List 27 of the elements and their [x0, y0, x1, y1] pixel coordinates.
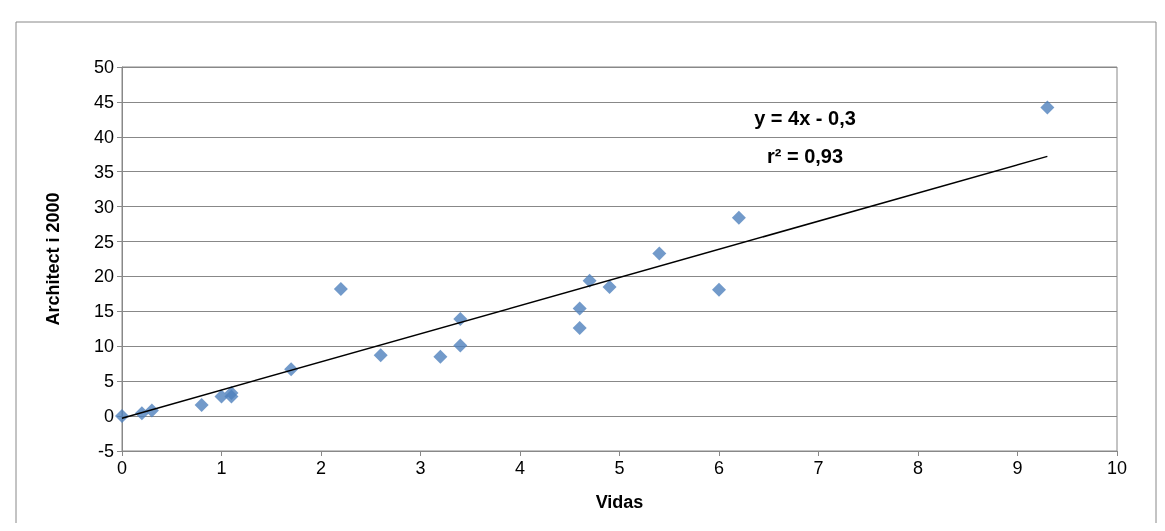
y-tick-label: -5: [97, 441, 114, 461]
y-tick-label: 30: [93, 196, 114, 217]
y-tick-label: 25: [93, 231, 114, 252]
x-tick-label: 1: [216, 458, 227, 478]
annotation: y = 4x - 0,3: [754, 107, 856, 129]
x-tick-label: 3: [415, 458, 426, 478]
y-tick-label: 10: [93, 336, 114, 357]
x-tick-label: 0: [116, 458, 128, 478]
x-tick-label: 4: [514, 458, 526, 478]
x-axis-title: Vidas: [595, 492, 644, 512]
y-tick-label: 45: [93, 91, 114, 112]
y-tick-label: 35: [93, 161, 114, 182]
x-tick-label: 5: [614, 458, 625, 478]
y-tick-label: 50: [93, 57, 114, 77]
x-tick-label: 6: [713, 458, 725, 478]
x-tick-label: 7: [813, 458, 824, 478]
y-axis-title: Architect i 2000: [43, 192, 63, 326]
x-tick-label: 10: [1106, 458, 1128, 478]
y-tick-label: 20: [93, 266, 114, 287]
x-tick-label: 9: [1012, 458, 1023, 478]
y-tick-label: 5: [103, 371, 114, 392]
x-tick-label: 2: [315, 458, 327, 478]
x-tick-label: 8: [912, 458, 924, 478]
y-tick-label: 0: [103, 406, 114, 427]
y-tick-label: 40: [93, 126, 114, 147]
y-tick-label: 15: [93, 301, 114, 322]
annotation: r² = 0,93: [766, 145, 844, 167]
